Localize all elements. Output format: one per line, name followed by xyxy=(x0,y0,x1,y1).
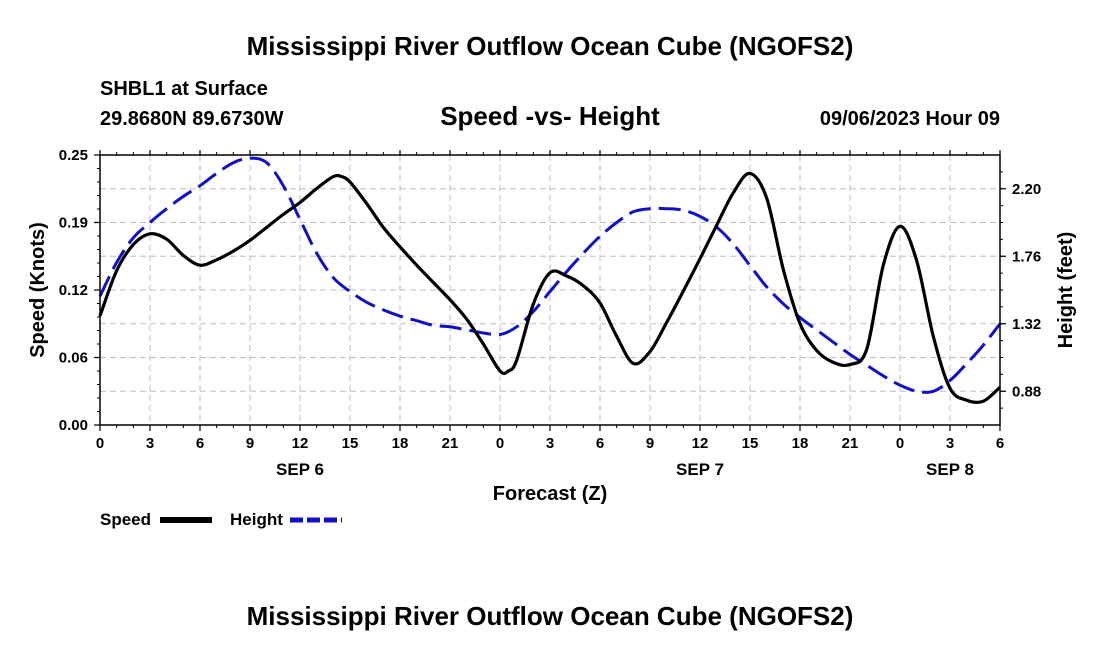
x-tick-label: 0 xyxy=(96,435,104,452)
x-tick-label: 18 xyxy=(792,435,809,452)
y-tick-label: 0.12 xyxy=(59,282,88,299)
x-tick-label: 6 xyxy=(196,435,204,452)
y-tick-label: 0.19 xyxy=(59,215,88,232)
height-series-line xyxy=(98,156,1002,394)
x-tick-label: 18 xyxy=(392,435,409,452)
date-label: SEP 7 xyxy=(676,460,724,479)
y2-tick-label: 0.88 xyxy=(1012,383,1041,400)
y-axis-label: Speed (Knots) xyxy=(27,222,49,358)
x-tick-label: 12 xyxy=(292,435,309,452)
x-tick-label: 3 xyxy=(946,435,954,452)
x-tick-label: 9 xyxy=(646,435,654,452)
x-tick-label: 6 xyxy=(996,435,1004,452)
series-layer xyxy=(98,156,1002,405)
y-tick-label: 0.06 xyxy=(59,350,88,367)
x-tick-label: 21 xyxy=(442,435,459,452)
y2-axis-label: Height (feet) xyxy=(1055,232,1077,349)
x-tick-label: 3 xyxy=(546,435,554,452)
page-title: Mississippi River Outflow Ocean Cube (NG… xyxy=(247,31,854,61)
date-label: SEP 6 xyxy=(276,460,324,479)
axis-ticks: 0 3 6 9 12 15 18 21 0 3 6 9 12 15 18 21 0 3 6 0.00 0.06 0.12 0… xyxy=(59,147,1041,479)
footer-title: Mississippi River Outflow Ocean Cube (NG… xyxy=(247,601,854,631)
y2-tick-label: 2.20 xyxy=(1012,181,1041,198)
chart-title: Speed -vs- Height xyxy=(440,101,660,131)
grid xyxy=(100,155,1000,425)
legend-height-label: Height xyxy=(230,510,283,529)
x-tick-label: 21 xyxy=(842,435,859,452)
x-tick-label: 9 xyxy=(246,435,254,452)
x-tick-label: 0 xyxy=(496,435,504,452)
x-tick-label: 0 xyxy=(896,435,904,452)
location-label: 29.8680N 89.6730W xyxy=(100,108,284,130)
y2-tick-label: 1.32 xyxy=(1012,316,1041,333)
x-tick-label: 15 xyxy=(742,435,759,452)
date-label: SEP 8 xyxy=(926,460,974,479)
x-axis-label: Forecast (Z) xyxy=(493,483,607,505)
x-tick-label: 3 xyxy=(146,435,154,452)
station-label: SHBL1 at Surface xyxy=(100,78,268,100)
x-tick-label: 15 xyxy=(342,435,359,452)
speed-series-line xyxy=(98,171,1002,405)
legend: Speed Height xyxy=(100,510,342,529)
x-tick-label: 12 xyxy=(692,435,709,452)
legend-speed-label: Speed xyxy=(100,510,151,529)
y2-tick-label: 1.76 xyxy=(1012,248,1041,265)
datetime-label: 09/06/2023 Hour 09 xyxy=(820,108,1000,130)
x-tick-label: 6 xyxy=(596,435,604,452)
y-tick-label: 0.00 xyxy=(59,417,88,434)
y-tick-label: 0.25 xyxy=(59,147,88,164)
